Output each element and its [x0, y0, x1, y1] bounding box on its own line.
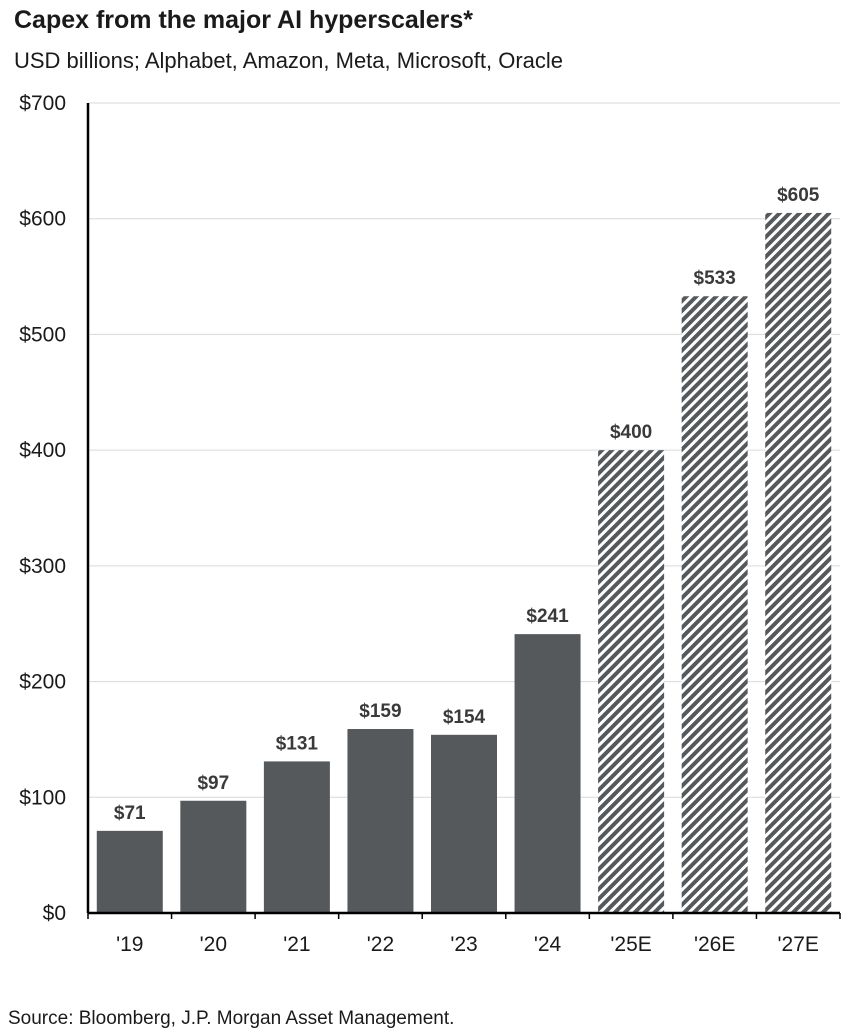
y-tick-label: $700 — [19, 92, 66, 115]
y-tick-label: $500 — [19, 323, 66, 346]
bar-estimate — [681, 296, 748, 913]
y-tick-label: $200 — [19, 671, 66, 694]
bar — [180, 800, 247, 913]
data-label: $159 — [359, 701, 401, 722]
chart-subtitle: USD billions; Alphabet, Amazon, Meta, Mi… — [14, 48, 564, 73]
bar-estimate — [765, 212, 832, 913]
data-label: $400 — [610, 422, 652, 443]
data-label: $97 — [197, 773, 229, 794]
x-tick-label: '25E — [610, 933, 651, 956]
bar — [263, 761, 330, 913]
y-tick-label: $100 — [19, 786, 66, 809]
y-tick-label: $0 — [43, 902, 66, 925]
bar — [347, 729, 414, 913]
x-tick-label: '20 — [200, 933, 227, 956]
y-tick-label: $600 — [19, 208, 66, 231]
bar — [96, 830, 163, 913]
x-tick-label: '19 — [116, 933, 143, 956]
bar — [431, 734, 497, 913]
x-tick-label: '24 — [534, 933, 562, 956]
x-tick-label: '22 — [367, 933, 394, 956]
data-label: $154 — [443, 707, 486, 728]
x-tick-label: '26E — [694, 933, 735, 956]
x-tick-label: '23 — [450, 933, 477, 956]
x-tick-label: '27E — [778, 933, 819, 956]
chart-title: Capex from the major AI hyperscalers* — [14, 6, 473, 34]
data-label: $131 — [276, 733, 319, 754]
y-tick-label: $400 — [19, 439, 66, 462]
axes: $0 $100 $200 $300 $400 $500 $600 $700 '19 '20 '21 '… — [19, 92, 841, 956]
bar-estimate — [598, 450, 665, 913]
data-label: $605 — [777, 185, 820, 206]
bars — [96, 212, 832, 913]
y-tick-label: $300 — [19, 555, 66, 578]
source-note: Source: Bloomberg, J.P. Morgan Asset Man… — [8, 1008, 455, 1029]
data-label: $71 — [114, 803, 146, 824]
x-tick-label: '21 — [283, 933, 310, 956]
bar-chart: $71 $97 $131 $159 $154 $241 $400 $533 $605 $0 $10… — [19, 92, 841, 956]
data-labels: $71 $97 $131 $159 $154 $241 $400 $533 $605 — [114, 185, 820, 824]
data-label: $241 — [526, 606, 569, 627]
data-label: $533 — [694, 268, 736, 289]
bar — [514, 634, 581, 913]
